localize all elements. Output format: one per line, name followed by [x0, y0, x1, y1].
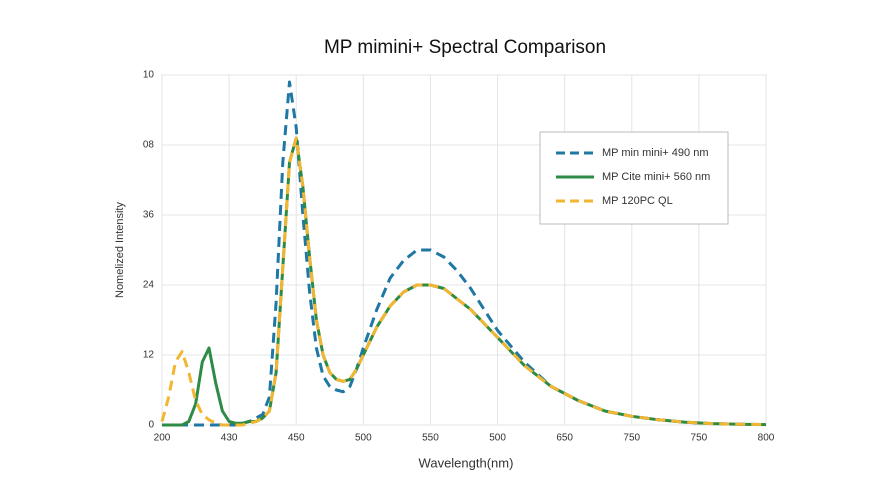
y-tick-label: 36 [143, 210, 155, 221]
x-tick-label: 650 [556, 433, 573, 444]
y-tick-label: 0 [148, 420, 154, 431]
x-tick-label: 430 [221, 433, 238, 444]
y-tick-label: 24 [143, 280, 155, 291]
x-tick-label: 800 [758, 433, 775, 444]
plot-frame [161, 74, 767, 426]
x-tick-label: 500 [355, 433, 372, 444]
x-tick-label: 550 [422, 433, 439, 444]
x-tick-label: 200 [154, 433, 171, 444]
legend-label: MP min mini+ 490 nm [602, 147, 708, 159]
series-line [160, 136, 767, 427]
x-tick-label: 750 [691, 433, 708, 444]
x-tick-label: 450 [288, 433, 305, 444]
y-tick-label: 12 [143, 350, 155, 361]
y-tick-label: 08 [143, 140, 155, 151]
x-tick-label: 500 [489, 433, 506, 444]
x-axis-label: Wavelength(nm) [419, 455, 514, 470]
legend-box [539, 131, 729, 225]
x-tick-label: 750 [623, 433, 640, 444]
chart-title: MP mimini+ Spectral Comparison [324, 37, 606, 58]
y-tick-label: 10 [143, 70, 155, 81]
legend-label: MP 120PC QL [602, 195, 673, 207]
y-axis-label: Nomelized Intensity [114, 202, 126, 298]
legend-label: MP Cite mini+ 560 nm [602, 171, 710, 183]
